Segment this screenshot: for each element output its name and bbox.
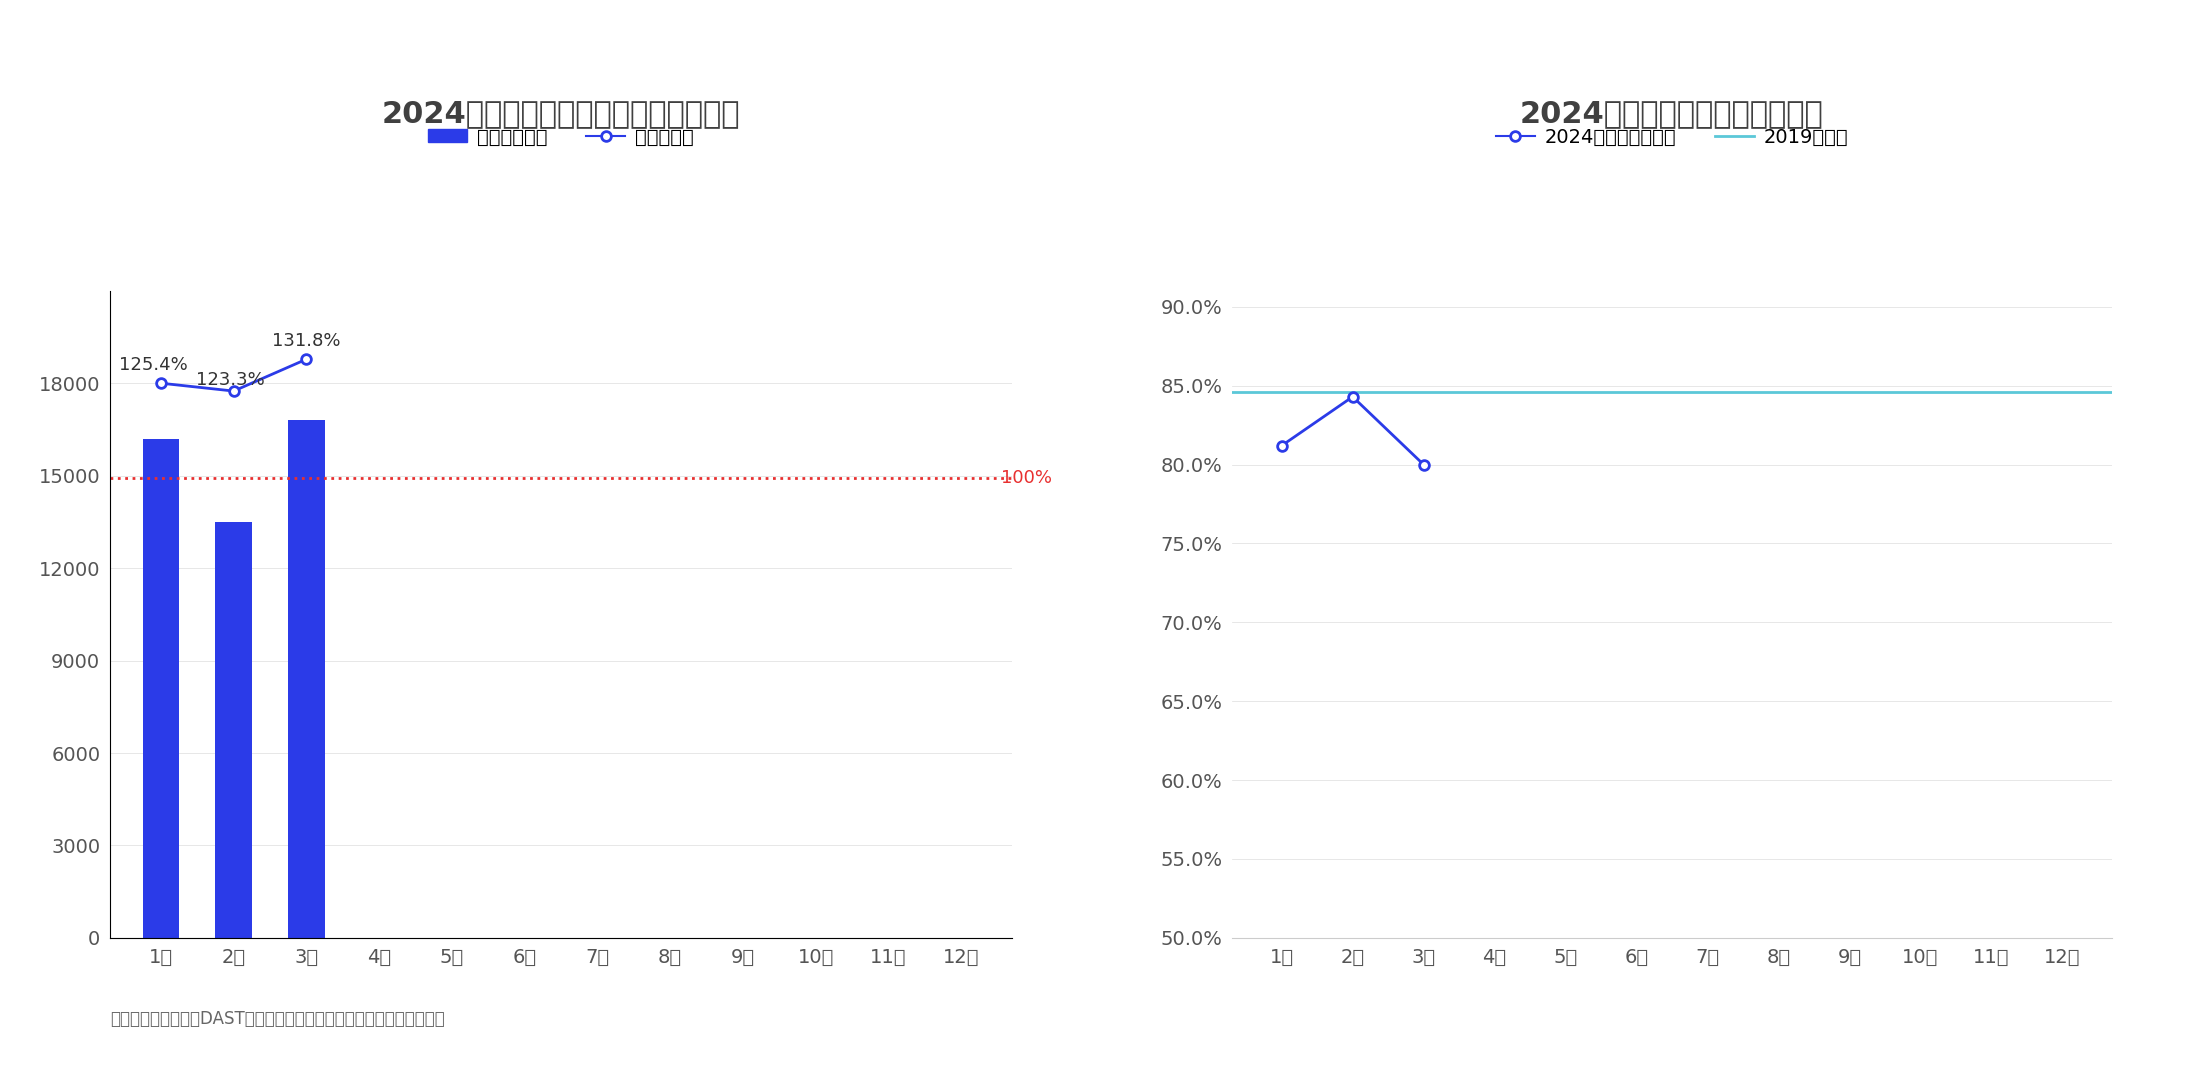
Legend: 2024年商务线客座率, 2019年均值: 2024年商务线客座率, 2019年均值 bbox=[1487, 120, 1857, 154]
Bar bbox=[143, 439, 178, 938]
Text: 2024年商务线航班量月趋势及其恢复率: 2024年商务线航班量月趋势及其恢复率 bbox=[383, 99, 739, 127]
Bar bbox=[288, 420, 326, 938]
Text: 131.8%: 131.8% bbox=[273, 332, 341, 350]
Bar bbox=[216, 522, 251, 938]
Text: 125.4%: 125.4% bbox=[119, 356, 187, 374]
Text: 2024年商务线航班客座率月趋势: 2024年商务线航班客座率月趋势 bbox=[1520, 99, 1824, 127]
Text: 100%: 100% bbox=[1001, 469, 1052, 487]
Text: 123.3%: 123.3% bbox=[196, 371, 264, 389]
Legend: 商务线航班量, 航班恢复率: 商务线航班量, 航班恢复率 bbox=[420, 120, 702, 154]
Text: 数据来源：航班管家DAST，商务线：北上广深机场对飞航线记为商务线: 数据来源：航班管家DAST，商务线：北上广深机场对飞航线记为商务线 bbox=[110, 1010, 444, 1027]
